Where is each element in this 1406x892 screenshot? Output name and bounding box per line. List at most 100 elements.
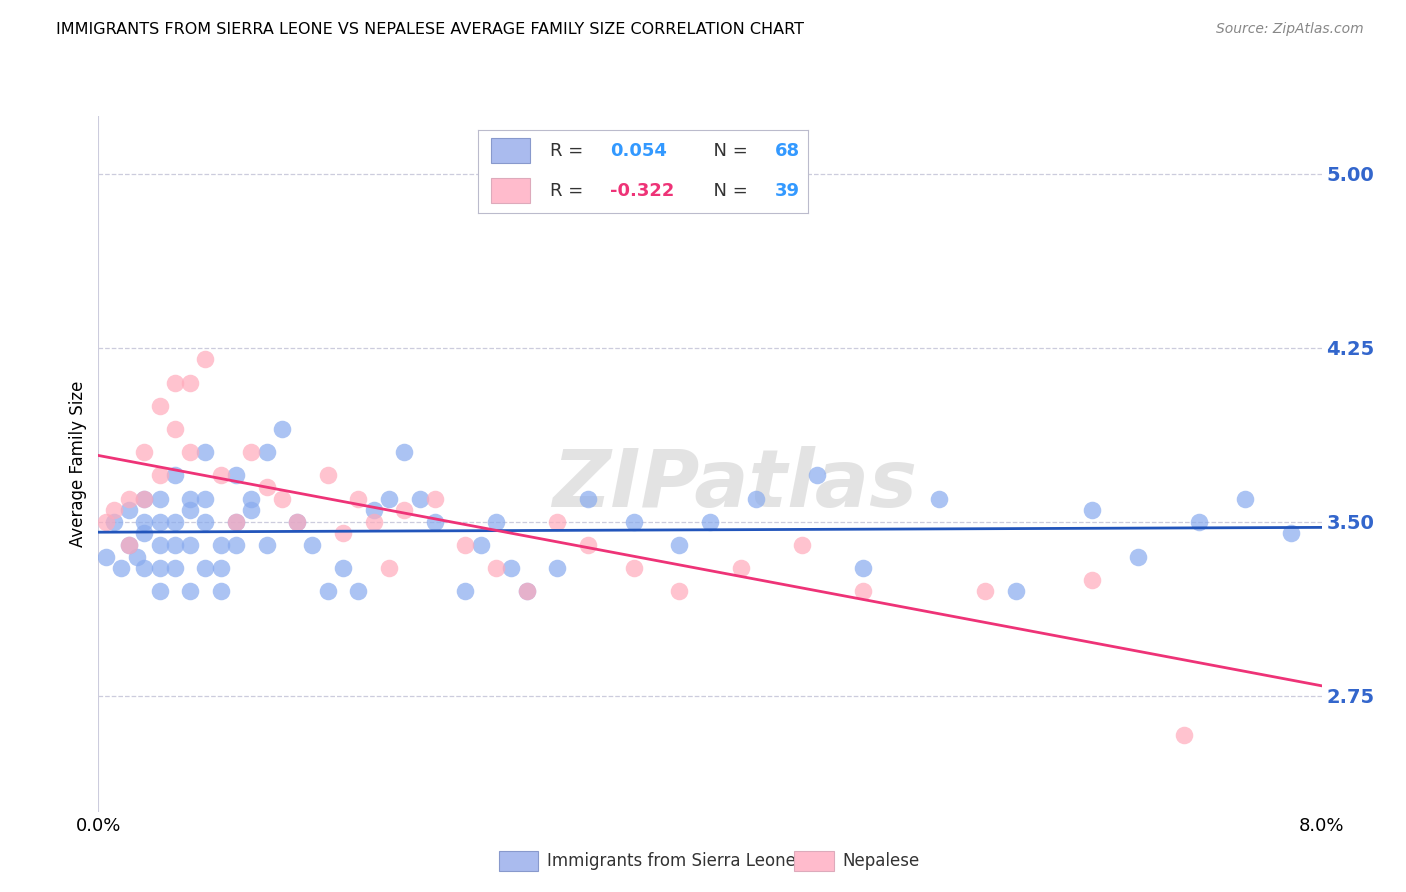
- Point: [378, 561, 401, 575]
- Point: [209, 561, 232, 575]
- Point: [134, 445, 156, 459]
- Point: [378, 491, 401, 506]
- Point: [240, 503, 263, 517]
- Point: [1081, 573, 1104, 587]
- Bar: [491, 178, 530, 203]
- Point: [179, 503, 201, 517]
- Point: [285, 515, 308, 529]
- Point: [332, 561, 354, 575]
- Text: N =: N =: [702, 182, 754, 200]
- Text: ZIPatlas: ZIPatlas: [553, 446, 917, 524]
- Point: [576, 491, 599, 506]
- Point: [623, 561, 645, 575]
- Point: [470, 538, 492, 552]
- Text: Nepalese: Nepalese: [842, 852, 920, 870]
- Point: [501, 561, 523, 575]
- Point: [225, 515, 247, 529]
- Point: [301, 538, 323, 552]
- Text: R =: R =: [550, 182, 589, 200]
- Point: [347, 584, 370, 599]
- Point: [1234, 491, 1257, 506]
- Point: [194, 491, 217, 506]
- Point: [546, 515, 568, 529]
- Point: [928, 491, 950, 506]
- Point: [194, 561, 217, 575]
- Point: [699, 515, 721, 529]
- Point: [134, 526, 156, 541]
- Point: [118, 491, 141, 506]
- Point: [194, 352, 217, 367]
- Point: [163, 561, 186, 575]
- Point: [163, 538, 186, 552]
- Point: [485, 561, 508, 575]
- Text: R =: R =: [550, 142, 589, 160]
- Point: [194, 515, 217, 529]
- Point: [103, 503, 125, 517]
- Point: [454, 538, 477, 552]
- Point: [240, 491, 263, 506]
- Point: [485, 515, 508, 529]
- Point: [94, 515, 117, 529]
- Point: [270, 422, 294, 436]
- Point: [149, 468, 172, 483]
- Point: [256, 538, 278, 552]
- Point: [179, 538, 201, 552]
- Point: [285, 515, 308, 529]
- Y-axis label: Average Family Size: Average Family Size: [69, 381, 87, 547]
- Text: N =: N =: [702, 142, 754, 160]
- Point: [125, 549, 148, 564]
- Point: [1004, 584, 1026, 599]
- Bar: [491, 138, 530, 163]
- Point: [363, 503, 385, 517]
- Point: [118, 538, 141, 552]
- Point: [1081, 503, 1104, 517]
- Point: [134, 491, 156, 506]
- Point: [194, 445, 217, 459]
- Point: [668, 538, 690, 552]
- Point: [209, 584, 232, 599]
- Point: [179, 491, 201, 506]
- Point: [134, 561, 156, 575]
- Point: [270, 491, 294, 506]
- Point: [423, 491, 446, 506]
- Point: [118, 503, 141, 517]
- Point: [110, 561, 132, 575]
- Point: [363, 515, 385, 529]
- Point: [852, 584, 875, 599]
- Point: [118, 538, 141, 552]
- Point: [790, 538, 813, 552]
- Point: [1173, 728, 1195, 742]
- Text: IMMIGRANTS FROM SIERRA LEONE VS NEPALESE AVERAGE FAMILY SIZE CORRELATION CHART: IMMIGRANTS FROM SIERRA LEONE VS NEPALESE…: [56, 22, 804, 37]
- Point: [225, 468, 247, 483]
- Point: [179, 445, 201, 459]
- Point: [516, 584, 538, 599]
- Point: [225, 538, 247, 552]
- Point: [134, 515, 156, 529]
- Point: [668, 584, 690, 599]
- Point: [149, 561, 172, 575]
- Point: [163, 376, 186, 390]
- Point: [94, 549, 117, 564]
- Point: [546, 561, 568, 575]
- Point: [1188, 515, 1211, 529]
- Point: [149, 491, 172, 506]
- Text: 0.054: 0.054: [610, 142, 666, 160]
- Point: [392, 503, 416, 517]
- Point: [623, 515, 645, 529]
- Point: [1279, 526, 1302, 541]
- Point: [149, 399, 172, 413]
- Point: [454, 584, 477, 599]
- Point: [240, 445, 263, 459]
- Point: [149, 538, 172, 552]
- Point: [103, 515, 125, 529]
- Point: [408, 491, 430, 506]
- Point: [730, 561, 752, 575]
- Text: Source: ZipAtlas.com: Source: ZipAtlas.com: [1216, 22, 1364, 37]
- Point: [423, 515, 446, 529]
- Point: [852, 561, 875, 575]
- Point: [256, 480, 278, 494]
- Point: [1128, 549, 1150, 564]
- Point: [745, 491, 768, 506]
- Point: [179, 376, 201, 390]
- Point: [806, 468, 828, 483]
